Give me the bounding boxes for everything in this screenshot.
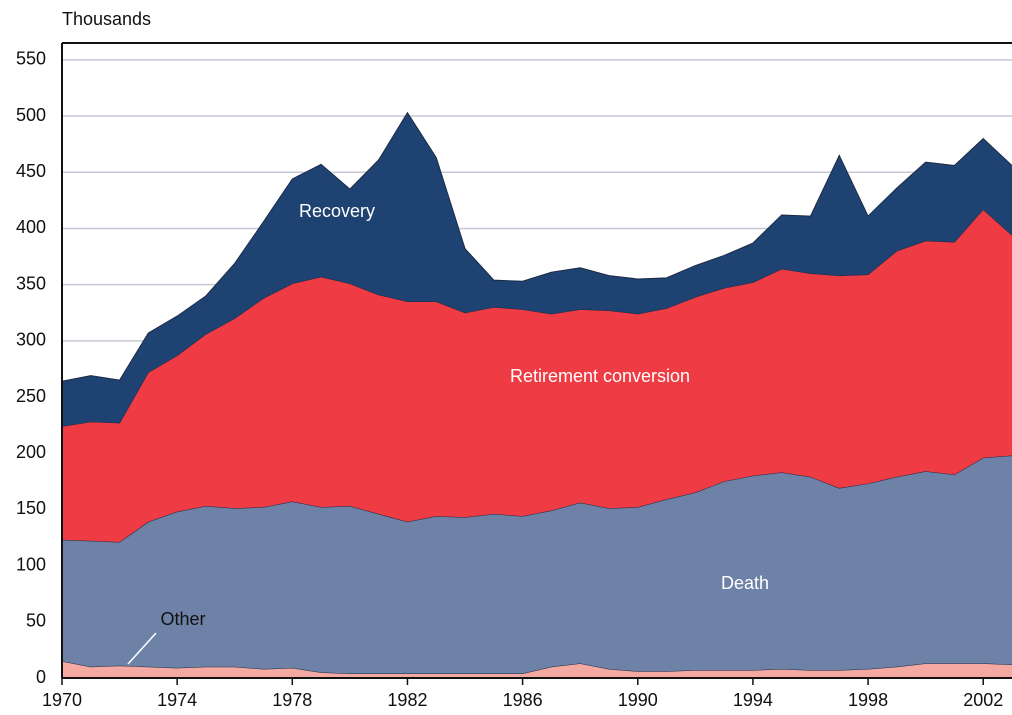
y-tick-label: 150 [16, 498, 46, 518]
y-tick-label: 400 [16, 217, 46, 237]
y-tick-label: 350 [16, 273, 46, 293]
x-tick-label: 1978 [272, 690, 312, 710]
y-tick-label: 450 [16, 161, 46, 181]
x-tick-label: 1986 [503, 690, 543, 710]
y-tick-label: 0 [36, 667, 46, 687]
y-tick-label: 200 [16, 442, 46, 462]
y-tick-label: 100 [16, 554, 46, 574]
area [62, 661, 1012, 678]
area [62, 455, 1012, 674]
y-tick-label: 50 [26, 611, 46, 631]
x-tick-label: 1974 [157, 690, 197, 710]
series-label: Other [160, 609, 205, 629]
x-tick-label: 1998 [848, 690, 888, 710]
x-tick-label: 1982 [387, 690, 427, 710]
y-tick-label: 500 [16, 105, 46, 125]
x-tick-label: 2002 [963, 690, 1003, 710]
y-axis-label: Thousands [62, 9, 151, 29]
x-tick-label: 1970 [42, 690, 82, 710]
area [62, 112, 1012, 427]
y-tick-label: 250 [16, 386, 46, 406]
y-tick-label: 300 [16, 330, 46, 350]
area-edge [61, 111, 1012, 382]
area [62, 209, 1012, 543]
x-tick-label: 1994 [733, 690, 773, 710]
series-label: Death [721, 573, 769, 593]
x-tick-label: 1990 [618, 690, 658, 710]
y-tick-label: 550 [16, 49, 46, 69]
leader-line [127, 632, 157, 665]
series-label: Recovery [299, 201, 375, 221]
series-label: Retirement conversion [510, 366, 690, 386]
